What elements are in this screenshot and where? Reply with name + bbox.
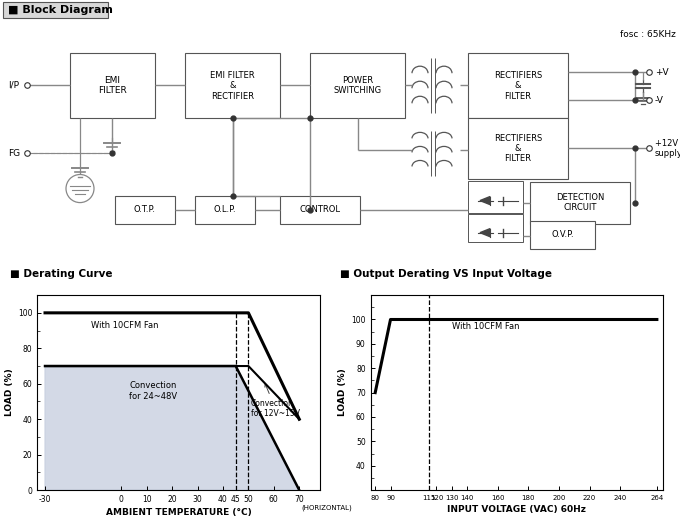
Text: With 10CFM Fan: With 10CFM Fan: [91, 321, 158, 330]
Bar: [468, 213, 523, 242]
Bar: [530, 221, 595, 249]
Text: fosc : 65KHz: fosc : 65KHz: [620, 30, 676, 39]
Polygon shape: [480, 229, 490, 237]
Bar: [468, 119, 568, 179]
Text: ■ Output Derating VS Input Voltage: ■ Output Derating VS Input Voltage: [340, 269, 552, 279]
Bar: [310, 53, 405, 119]
Bar: [3, 2, 108, 18]
Text: POWER
SWITCHING: POWER SWITCHING: [333, 76, 381, 95]
Text: RECTIFIERS
&
FILTER: RECTIFIERS & FILTER: [494, 133, 542, 163]
Bar: [530, 181, 630, 223]
Text: -V: -V: [655, 96, 664, 105]
Text: I/P: I/P: [8, 81, 19, 90]
Polygon shape: [45, 366, 299, 490]
Polygon shape: [480, 197, 490, 204]
Text: DETECTION
CIRCUIT: DETECTION CIRCUIT: [556, 193, 605, 212]
Bar: [115, 196, 175, 223]
Bar: [280, 196, 360, 223]
Text: ■ Block Diagram: ■ Block Diagram: [8, 5, 113, 15]
Text: RECTIFIERS
&
FILTER: RECTIFIERS & FILTER: [494, 71, 542, 101]
Bar: [70, 53, 155, 119]
X-axis label: INPUT VOLTAGE (VAC) 60Hz: INPUT VOLTAGE (VAC) 60Hz: [447, 505, 586, 514]
Text: +V: +V: [655, 67, 668, 77]
Text: Convection
for 12V~15V: Convection for 12V~15V: [251, 384, 300, 418]
Bar: [468, 181, 523, 212]
Bar: [195, 196, 255, 223]
Text: O.L.P.: O.L.P.: [214, 205, 237, 214]
Text: ■ Derating Curve: ■ Derating Curve: [10, 269, 113, 279]
Text: +12V FAN
supply: +12V FAN supply: [655, 139, 680, 158]
Y-axis label: LOAD (%): LOAD (%): [338, 369, 347, 416]
Bar: [185, 53, 280, 119]
Text: Convection
for 24~48V: Convection for 24~48V: [129, 381, 177, 401]
Text: With 10CFM Fan: With 10CFM Fan: [452, 323, 520, 331]
Polygon shape: [248, 366, 299, 419]
Text: (HORIZONTAL): (HORIZONTAL): [301, 504, 352, 511]
Text: CONTROL: CONTROL: [299, 205, 341, 214]
Text: O.V.P.: O.V.P.: [551, 230, 574, 239]
X-axis label: AMBIENT TEMPERATURE (°C): AMBIENT TEMPERATURE (°C): [105, 508, 252, 517]
Text: EMI
FILTER: EMI FILTER: [98, 76, 127, 95]
Text: EMI FILTER
&
RECTIFIER: EMI FILTER & RECTIFIER: [210, 71, 255, 101]
Y-axis label: LOAD (%): LOAD (%): [5, 369, 14, 416]
Text: FG: FG: [8, 149, 20, 158]
Bar: [468, 53, 568, 119]
Text: O.T.P.: O.T.P.: [134, 205, 156, 214]
